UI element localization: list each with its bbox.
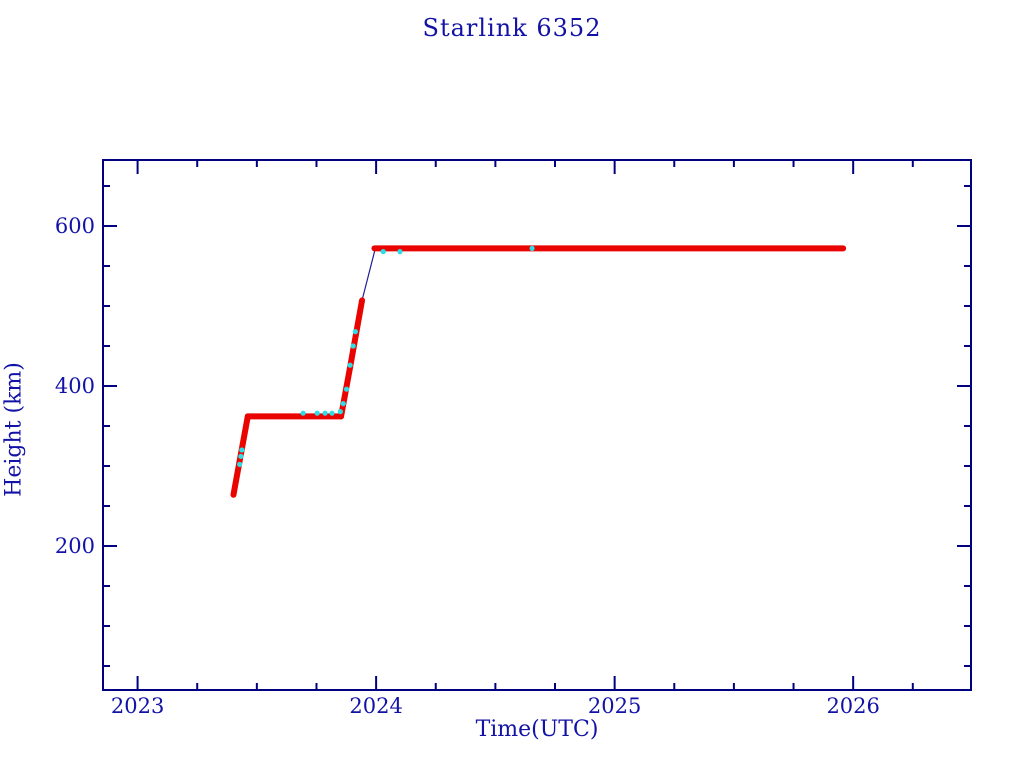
y-tick-label: 400: [55, 374, 95, 398]
x-tick-label: 2024: [349, 694, 402, 718]
height-cyan-markers-dot: [347, 362, 353, 368]
orbit-track-line: [232, 247, 844, 495]
height-cyan-markers-dot: [239, 447, 245, 453]
height-red-markers-segment: [230, 413, 251, 498]
x-tick-label: 2023: [111, 694, 164, 718]
height-cyan-markers-dot: [529, 245, 535, 251]
y-tick-label: 600: [55, 214, 95, 238]
height-cyan-markers-dot: [238, 453, 244, 459]
y-tick-label: 200: [55, 534, 95, 558]
height-cyan-markers-dot: [352, 329, 358, 335]
height-cyan-markers-dot: [343, 386, 350, 392]
x-tick-label: 2026: [826, 694, 879, 718]
x-tick-label: 2025: [588, 694, 641, 718]
height-cyan-markers-dot: [337, 409, 343, 415]
height-cyan-markers-dot: [397, 249, 403, 255]
height-cyan-markers-dot: [329, 410, 335, 416]
height-cyan-markers-dot: [350, 343, 356, 349]
height-cyan-markers-dot: [380, 249, 386, 255]
height-cyan-markers-dot: [322, 410, 328, 416]
y-axis-title: Height (km): [1, 362, 27, 497]
plot-frame: [102, 159, 972, 691]
chart-title: Starlink 6352: [422, 14, 602, 42]
height-cyan-markers-dot: [300, 410, 306, 416]
height-cyan-markers-dot: [314, 410, 320, 416]
height-cyan-markers-dot: [237, 461, 243, 467]
x-axis-title: Time(UTC): [475, 717, 599, 742]
height-red-markers-segment: [338, 297, 366, 420]
height-cyan-markers-dot: [340, 401, 346, 407]
